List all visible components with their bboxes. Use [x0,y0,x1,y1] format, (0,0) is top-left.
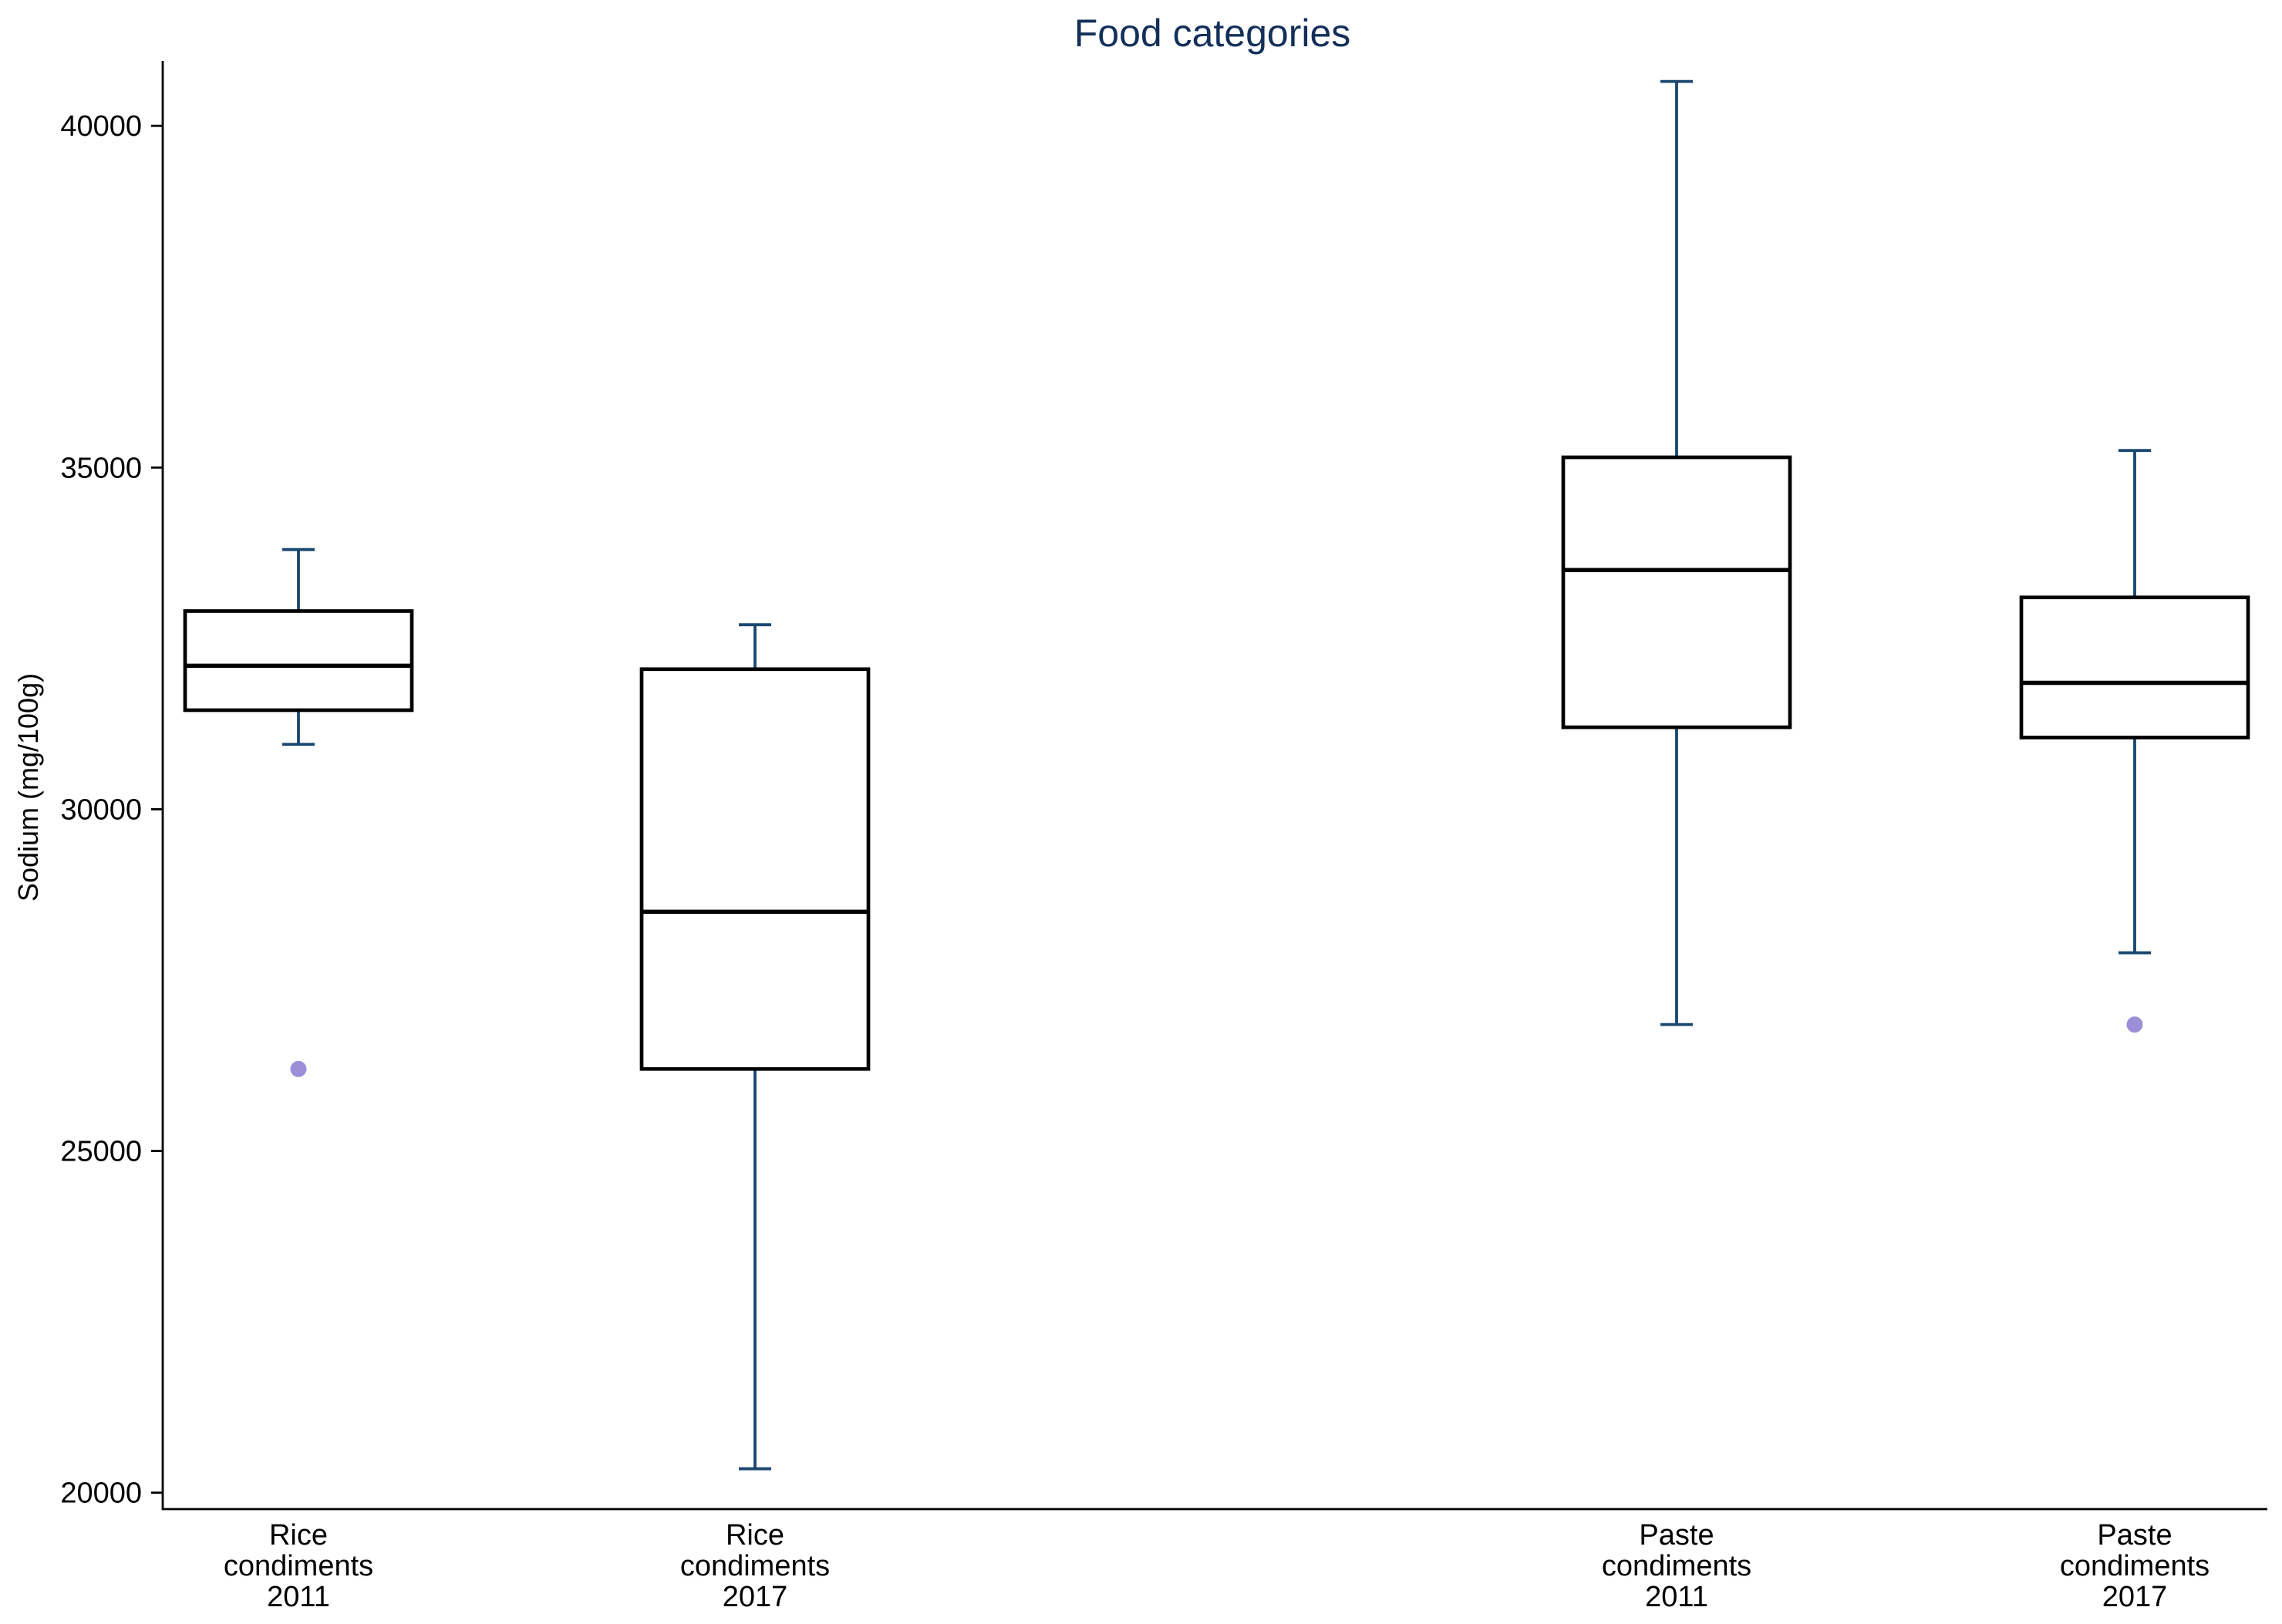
x-category-label: Paste condiments 2011 [1602,1519,1751,1613]
y-tick-label: 30000 [60,793,142,826]
x-category-label-line: condiments [2060,1550,2210,1582]
x-category-label-line: condiments [224,1550,373,1582]
box-plot-item [639,623,871,1471]
outlier-point [290,1060,307,1077]
y-tick-label: 25000 [60,1136,142,1168]
box-plot-item [2019,449,2250,1033]
box-plot-item [183,548,414,1077]
x-category-label: Paste condiments 2017 [2060,1519,2210,1613]
x-category-label-line: 2011 [267,1581,330,1613]
x-category-label-line: condiments [1602,1550,1751,1582]
x-category-label-line: 2017 [723,1581,788,1613]
x-category-label-line: Paste [2097,1519,2172,1552]
x-category-label: Rice condiments 2011 [224,1519,373,1613]
y-axis-title: Sodium (mg/100g) [12,673,44,901]
y-tick-label: 20000 [60,1477,142,1510]
iqr-box [1561,455,1792,729]
outlier-point [2126,1016,2143,1033]
y-tick-label: 35000 [60,452,142,484]
y-axis-ticks: 20000 25000 30000 35000 40000 [60,110,163,1510]
iqr-box [639,667,871,1071]
box-series [183,79,2250,1471]
x-category-label-line: condiments [680,1550,830,1582]
y-tick-label: 40000 [60,110,142,143]
x-category-label: Rice condiments 2017 [680,1519,830,1613]
box-plot-item [1561,79,1792,1026]
x-category-label-line: Rice [269,1519,328,1552]
x-category-label-line: 2011 [1645,1581,1708,1613]
x-category-label-line: Rice [726,1519,784,1552]
chart-title: Food categories [1074,12,1351,55]
iqr-box [183,609,414,713]
iqr-box [2019,595,2250,740]
x-category-label-line: Paste [1639,1519,1714,1552]
x-category-label-line: 2017 [2102,1581,2168,1613]
